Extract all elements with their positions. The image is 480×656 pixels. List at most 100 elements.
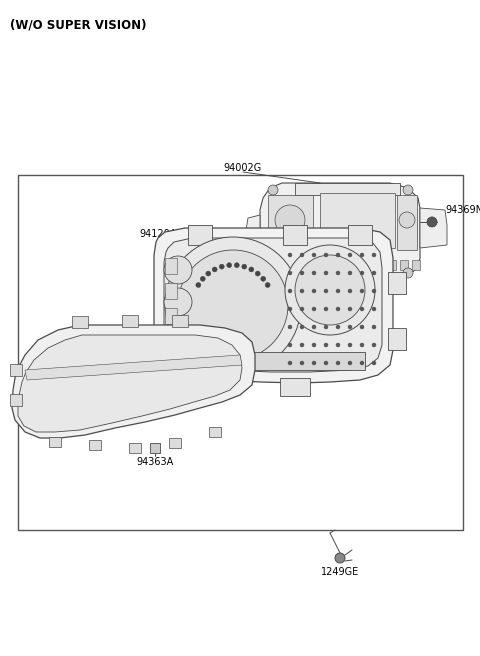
Circle shape (403, 268, 413, 278)
Circle shape (288, 361, 292, 365)
Polygon shape (420, 208, 447, 248)
Bar (340, 260, 348, 270)
Circle shape (335, 553, 345, 563)
Circle shape (312, 289, 316, 293)
Bar (280, 378, 310, 396)
Circle shape (324, 253, 328, 257)
Circle shape (348, 325, 352, 329)
Bar (165, 258, 177, 274)
Bar (352, 260, 360, 270)
Bar (292, 260, 300, 270)
Text: 94369N: 94369N (445, 205, 480, 215)
Bar (388, 272, 406, 294)
Polygon shape (154, 228, 393, 383)
Circle shape (200, 276, 205, 281)
Circle shape (348, 343, 352, 347)
Circle shape (360, 343, 364, 347)
Circle shape (261, 276, 266, 281)
Text: 1249GE: 1249GE (321, 567, 359, 577)
Circle shape (206, 271, 211, 276)
Circle shape (268, 268, 278, 278)
Bar (412, 260, 420, 270)
Circle shape (336, 271, 340, 275)
Bar (195, 352, 365, 370)
Circle shape (360, 271, 364, 275)
Circle shape (336, 325, 340, 329)
Circle shape (288, 289, 292, 293)
Bar (388, 328, 406, 350)
Bar (122, 315, 138, 327)
Circle shape (336, 253, 340, 257)
Circle shape (372, 289, 376, 293)
Circle shape (372, 307, 376, 311)
Circle shape (360, 289, 364, 293)
Circle shape (324, 343, 328, 347)
Circle shape (312, 361, 316, 365)
Circle shape (312, 343, 316, 347)
Bar (268, 195, 313, 245)
Circle shape (324, 289, 328, 293)
Text: (W/O SUPER VISION): (W/O SUPER VISION) (10, 18, 146, 31)
Bar (348, 225, 372, 245)
Circle shape (336, 361, 340, 365)
Circle shape (212, 267, 217, 272)
Circle shape (300, 271, 304, 275)
Polygon shape (18, 335, 242, 432)
Circle shape (324, 361, 328, 365)
Circle shape (285, 245, 375, 335)
Bar (376, 260, 384, 270)
Circle shape (324, 271, 328, 275)
Bar (320, 193, 395, 248)
Circle shape (399, 212, 415, 228)
Circle shape (336, 289, 340, 293)
Circle shape (348, 271, 352, 275)
Circle shape (196, 283, 201, 287)
Circle shape (164, 288, 192, 316)
Polygon shape (295, 183, 400, 195)
Circle shape (360, 325, 364, 329)
Circle shape (249, 267, 254, 272)
Circle shape (288, 307, 292, 311)
Bar (150, 443, 160, 453)
Bar (316, 260, 324, 270)
Circle shape (348, 307, 352, 311)
Circle shape (300, 253, 304, 257)
Circle shape (165, 237, 301, 373)
Circle shape (219, 264, 224, 269)
Circle shape (312, 307, 316, 311)
Circle shape (403, 185, 413, 195)
Circle shape (164, 256, 192, 284)
Circle shape (360, 253, 364, 257)
Circle shape (372, 343, 376, 347)
Polygon shape (25, 355, 242, 380)
Circle shape (268, 185, 278, 195)
Circle shape (242, 264, 247, 269)
Bar (188, 225, 212, 245)
Circle shape (336, 307, 340, 311)
Circle shape (360, 307, 364, 311)
Bar (388, 260, 396, 270)
Circle shape (324, 325, 328, 329)
Circle shape (275, 205, 305, 235)
Text: 94363A: 94363A (136, 457, 174, 467)
Bar (165, 283, 177, 299)
Bar (364, 260, 372, 270)
Bar (397, 195, 417, 250)
Polygon shape (246, 215, 260, 248)
Bar (10, 364, 22, 376)
Bar (304, 260, 312, 270)
Circle shape (288, 325, 292, 329)
Bar (165, 333, 177, 349)
Circle shape (372, 271, 376, 275)
Circle shape (372, 253, 376, 257)
Bar (49, 437, 61, 447)
Bar (172, 315, 188, 327)
Polygon shape (260, 183, 420, 282)
Circle shape (288, 271, 292, 275)
Circle shape (288, 253, 292, 257)
Circle shape (300, 361, 304, 365)
Circle shape (336, 343, 340, 347)
Bar (268, 260, 276, 270)
Text: 94120A: 94120A (139, 229, 177, 239)
Circle shape (348, 361, 352, 365)
